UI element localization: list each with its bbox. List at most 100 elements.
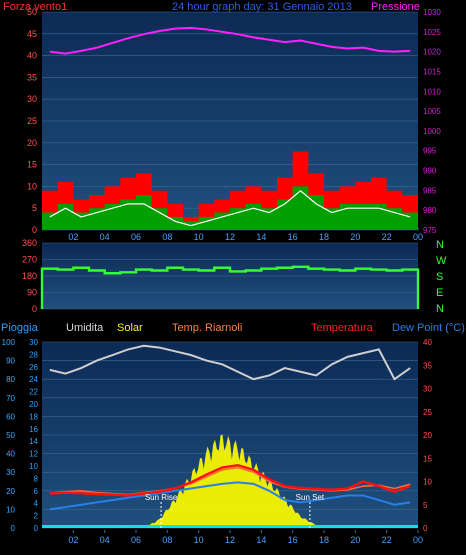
dewpoint-line xyxy=(49,481,411,511)
rain-axis-tick: 0 xyxy=(34,524,39,533)
pressure-axis-tick: 995 xyxy=(423,147,437,156)
humidity-axis-tick: 80 xyxy=(6,375,15,384)
pressure-axis-tick: 990 xyxy=(423,167,437,176)
wind-x-tick: 12 xyxy=(225,232,235,242)
wind-x-tick: 08 xyxy=(162,232,172,242)
compass-letter: N xyxy=(436,303,444,315)
humidity-axis-tick: 20 xyxy=(6,487,15,496)
temperature-legend-label: Temperatura xyxy=(311,322,374,334)
temp-x-tick: 14 xyxy=(256,535,266,545)
solar-area xyxy=(42,434,418,528)
compass-letter: S xyxy=(436,271,443,283)
temp-x-tick: 16 xyxy=(288,535,298,545)
direction-axis-tick: 90 xyxy=(27,288,37,298)
direction-axis-tick: 270 xyxy=(22,255,37,265)
wind-x-tick: 04 xyxy=(100,232,110,242)
rain-axis-tick: 14 xyxy=(29,437,38,446)
direction-axis-tick: 360 xyxy=(22,238,37,248)
humidity-line xyxy=(49,344,411,381)
temp-x-tick: 06 xyxy=(131,535,141,545)
temp-axis-tick: 25 xyxy=(423,408,432,417)
rain-axis-tick: 28 xyxy=(29,350,38,359)
rain-bar xyxy=(42,525,418,528)
temp-x-tick: 10 xyxy=(194,535,204,545)
humidity-axis-tick: 90 xyxy=(6,357,15,366)
temp-x-tick: 02 xyxy=(68,535,78,545)
temp-x-tick: 22 xyxy=(382,535,392,545)
pressure-axis-tick: 1030 xyxy=(423,8,441,17)
solar-legend-label: Solar xyxy=(117,322,143,334)
temp-axis-tick: 35 xyxy=(423,361,432,370)
pressure-axis-tick: 1025 xyxy=(423,28,441,37)
pressure-axis-tick: 1005 xyxy=(423,107,441,116)
humidity-axis-tick: 10 xyxy=(6,505,15,514)
wind-x-tick: 06 xyxy=(131,232,141,242)
wind-axis-tick: 50 xyxy=(27,7,37,17)
pressure-axis-tick: 1010 xyxy=(423,87,441,96)
pressure-legend-label: Pressione xyxy=(371,1,420,13)
temp-x-tick: 12 xyxy=(225,535,235,545)
direction-axis-tick: 0 xyxy=(32,304,37,314)
wind-axis-tick: 0 xyxy=(32,225,37,235)
pressure-axis-tick: 985 xyxy=(423,186,437,195)
temp-x-tick: 00 xyxy=(413,535,423,545)
wind-x-tick: 00 xyxy=(413,232,423,242)
direction-axis-tick: 180 xyxy=(22,271,37,281)
wind-current-line xyxy=(49,189,411,227)
chart-title: 24 hour graph day: 31 Gennaio 2013 xyxy=(172,1,352,13)
rain-axis-tick: 6 xyxy=(34,487,39,496)
rain-axis-tick: 18 xyxy=(29,412,38,421)
temp-axis-tick: 40 xyxy=(423,338,432,347)
humidity-axis-tick: 0 xyxy=(11,524,16,533)
wind-avg-area xyxy=(42,186,418,230)
rain-axis-tick: 16 xyxy=(29,425,38,434)
wind-x-tick: 20 xyxy=(350,232,360,242)
wind-x-tick: 18 xyxy=(319,232,329,242)
temp-x-tick: 08 xyxy=(162,535,172,545)
sunset-label: Sun Set xyxy=(296,493,325,502)
temperature-line xyxy=(49,463,411,497)
rain-axis-tick: 10 xyxy=(29,462,38,471)
heat-legend-label: Temp. Riarnoli xyxy=(172,322,242,334)
rain-axis-tick: 22 xyxy=(29,388,38,397)
wind-axis-tick: 35 xyxy=(27,72,37,82)
sunrise-label: Sun Rise xyxy=(145,493,178,502)
temp-axis-tick: 10 xyxy=(423,478,432,487)
wind-axis-tick: 25 xyxy=(27,116,37,126)
rain-axis-tick: 8 xyxy=(34,474,39,483)
rain-legend-label: Pioggia xyxy=(1,322,39,334)
temp-axis-tick: 20 xyxy=(423,431,432,440)
wind-axis-tick: 10 xyxy=(27,181,37,191)
temp-axis-tick: 0 xyxy=(423,524,428,533)
pressure-axis-tick: 1000 xyxy=(423,127,441,136)
pressure-line xyxy=(49,26,411,55)
dewpoint-legend-label: Dew Point (°C) xyxy=(392,322,465,334)
humidity-axis-tick: 60 xyxy=(6,412,15,421)
rain-axis-tick: 26 xyxy=(29,363,38,372)
rain-axis-tick: 4 xyxy=(34,499,39,508)
humidity-axis-tick: 40 xyxy=(6,450,15,459)
humidity-axis-tick: 100 xyxy=(2,338,16,347)
wind-x-tick: 02 xyxy=(68,232,78,242)
compass-letter: E xyxy=(436,287,443,299)
wind-legend-label: Forza vento1 xyxy=(3,1,67,13)
pressure-axis-tick: 980 xyxy=(423,206,437,215)
rain-axis-tick: 20 xyxy=(29,400,38,409)
rain-axis-tick: 12 xyxy=(29,450,38,459)
temp-axis-tick: 15 xyxy=(423,454,432,463)
humidity-legend-label: Umidita xyxy=(66,322,104,334)
pressure-axis-tick: 1015 xyxy=(423,67,441,76)
wind-x-tick: 16 xyxy=(288,232,298,242)
wind-axis-tick: 30 xyxy=(27,94,37,104)
temp-axis-tick: 5 xyxy=(423,501,428,510)
rain-axis-tick: 30 xyxy=(29,338,38,347)
compass-letter: N xyxy=(436,239,444,251)
wind-axis-tick: 20 xyxy=(27,138,37,148)
pressure-axis-tick: 975 xyxy=(423,226,437,235)
direction-line xyxy=(40,265,420,309)
compass-letter: W xyxy=(436,255,447,267)
humidity-axis-tick: 30 xyxy=(6,468,15,477)
axes: 0510152025303540455097598098599099510001… xyxy=(2,7,447,545)
rain-axis-tick: 2 xyxy=(34,512,39,521)
